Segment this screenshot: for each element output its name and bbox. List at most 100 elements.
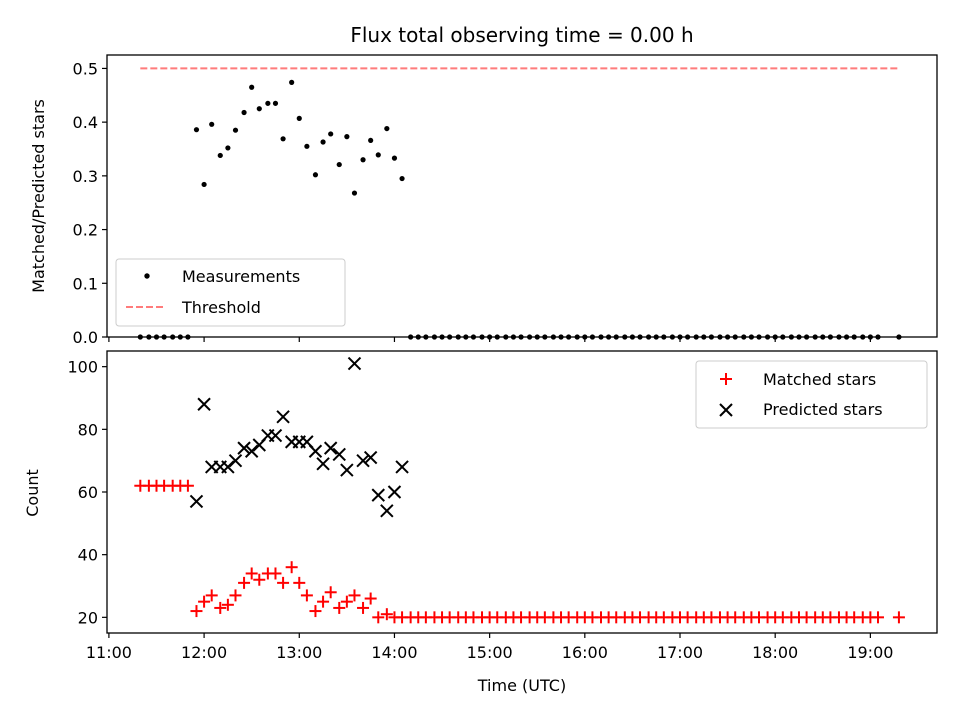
measurements-point [304,143,310,149]
predicted-stars-point [228,453,243,468]
bottom-x-tick-label: 16:00 [562,643,608,662]
matched-stars-point [245,567,258,580]
top-y-axis-label: Matched/Predicted stars [29,99,48,293]
top-axes-frame [106,54,938,338]
matched-stars-point [317,595,330,608]
matched-stars-point [364,592,377,605]
measurements-point [249,84,255,90]
predicted-stars-point [387,485,402,499]
bottom-y-tick-label: 60 [78,483,98,502]
predicted-stars-point [371,488,385,502]
bottom-x-axis-label: Time (UTC) [477,676,566,695]
measurements-point [375,152,381,158]
measurements-point [344,134,350,140]
matched-stars-point [380,608,393,621]
measurements-point [272,100,279,106]
predicted-stars-point [332,447,346,462]
measurements-point [312,172,319,178]
matched-stars-point [277,576,290,589]
bottom-panel: Count Time (UTC) 20 40 60 80 100 11:00 12:00 13… [23,350,938,695]
measurements-point [360,157,366,163]
top-y-tick-label: 0.0 [73,328,98,347]
measurements-point [296,115,302,121]
top-panel: Flux total observing time = 0.00 h Match… [29,23,938,347]
predicted-stars-point [316,457,330,471]
predicted-stars-legend-label: Predicted stars [763,400,883,419]
measurements-point [265,100,271,106]
bottom-y-tick-label: 80 [78,420,98,439]
top-y-tick-label: 0.2 [73,221,98,240]
bottom-x-tick-label: 14:00 [371,643,417,662]
predicted-stars-point [323,441,338,455]
predicted-stars-point [395,460,409,474]
measurements-point [193,127,200,133]
bottom-x-tick-label: 15:00 [467,643,513,662]
bottom-y-tick-label: 100 [67,358,98,377]
top-y-tick-label: 0.4 [73,113,98,132]
bottom-x-tick-label: 12:00 [181,643,227,662]
measurements-point [399,175,405,182]
measurements-point [328,131,334,137]
matched-stars-point [269,567,282,580]
predicted-stars-point [356,453,370,468]
bottom-x-tick-label: 17:00 [657,643,703,662]
bottom-axis-ticks: 20 40 60 80 100 11:00 12:00 13:00 14:00 15:00 16:0… [67,358,893,662]
predicted-stars-point [308,444,323,458]
bottom-y-tick-label: 40 [78,546,98,565]
matched-stars-point [293,576,306,589]
matched-stars-point [214,601,227,614]
predicted-stars-legend-marker [719,403,733,417]
predicted-stars-point [347,356,362,371]
matched-stars-point [285,561,298,574]
measurements-point [241,109,247,116]
matched-stars-point [198,595,211,608]
measurements-point [256,106,262,112]
measurements-point [217,152,223,159]
top-legend-box [115,258,346,327]
matched-stars-point [190,605,203,618]
bottom-y-axis-label: Count [23,469,42,517]
predicted-stars-point [237,441,251,455]
matched-stars-point [253,573,266,586]
bottom-x-tick-label: 13:00 [276,643,322,662]
measurements-point [280,136,286,142]
matched-stars-point [229,589,242,602]
measurements-point [336,161,342,168]
matched-stars-point [238,576,251,589]
top-y-tick-label: 0.1 [73,274,98,293]
bottom-x-tick-label: 19:00 [847,643,893,662]
measurements-point [289,79,295,85]
measurements-legend-label: Measurements [182,267,300,286]
matched-stars-point [324,586,337,599]
bottom-x-tick-label: 11:00 [86,643,132,662]
bottom-x-tick-label: 18:00 [752,643,798,662]
matched-stars-point [181,479,194,492]
matched-stars-point [221,598,234,611]
top-y-tick-label: 0.3 [73,167,98,186]
matched-stars-point [340,595,353,608]
measurements-point [320,139,326,145]
measurements-point [351,190,358,196]
matched-stars-legend-marker [720,373,732,385]
predicted-stars-point [268,428,283,443]
matched-stars-point [300,589,313,602]
measurements-point [384,125,390,132]
matched-stars-point [205,589,218,602]
predicted-stars-point [380,504,394,518]
top-y-tick-label: 0.5 [73,59,98,78]
bottom-plot-area [134,356,905,624]
predicted-stars-point [197,397,211,411]
matched-stars-point [333,601,346,614]
predicted-stars-point [276,410,290,424]
bottom-legend-box [695,360,928,429]
predicted-stars-point [363,450,378,465]
top-legend: Measurements Threshold [115,258,346,327]
top-axis-ticks: 0.0 0.1 0.2 0.3 0.4 0.5 [73,59,871,347]
top-chart-title: Flux total observing time = 0.00 h [350,23,693,47]
matched-stars-point [372,611,385,624]
bottom-y-tick-label: 20 [78,608,98,627]
matched-stars-point [357,601,370,614]
measurements-point [232,127,239,133]
